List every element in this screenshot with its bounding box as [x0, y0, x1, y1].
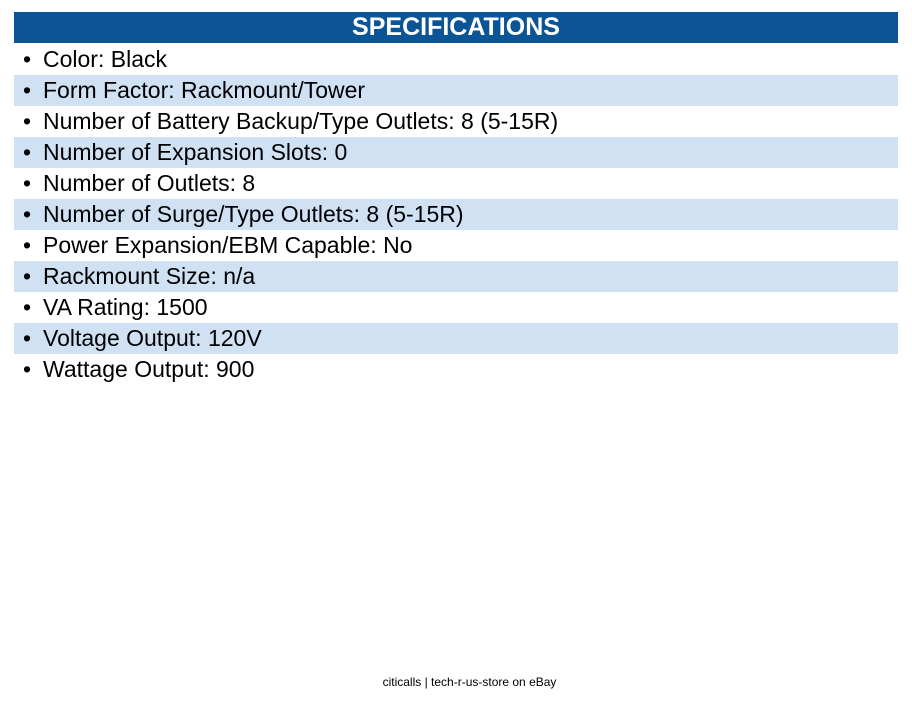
spec-text: Form Factor: Rackmount/Tower	[43, 77, 366, 103]
bullet-icon: •	[23, 77, 32, 103]
bullet-icon: •	[23, 139, 32, 165]
spec-text: Color: Black	[43, 46, 167, 72]
spec-text: VA Rating: 1500	[43, 294, 208, 320]
spec-item-surge-outlets: • Number of Surge/Type Outlets: 8 (5-15R…	[14, 199, 898, 230]
spec-text: Power Expansion/EBM Capable: No	[43, 232, 413, 258]
spec-item-color: • Color: Black	[14, 44, 898, 75]
spec-item-va-rating: • VA Rating: 1500	[14, 292, 898, 323]
bullet-icon: •	[23, 201, 32, 227]
bullet-icon: •	[23, 108, 32, 134]
spec-item-rackmount-size: • Rackmount Size: n/a	[14, 261, 898, 292]
spec-item-wattage-output: • Wattage Output: 900	[14, 354, 898, 385]
spec-item-battery-outlets: • Number of Battery Backup/Type Outlets:…	[14, 106, 898, 137]
spec-item-expansion-slots: • Number of Expansion Slots: 0	[14, 137, 898, 168]
bullet-icon: •	[23, 263, 32, 289]
spec-text: Voltage Output: 120V	[43, 325, 262, 351]
footer-credit: citicalls | tech-r-us-store on eBay	[382, 675, 557, 689]
spec-text: Number of Surge/Type Outlets: 8 (5-15R)	[43, 201, 464, 227]
spec-item-power-expansion: • Power Expansion/EBM Capable: No	[14, 230, 898, 261]
specifications-header: SPECIFICATIONS	[14, 12, 898, 43]
spec-text: Rackmount Size: n/a	[43, 263, 256, 289]
bullet-icon: •	[23, 170, 32, 196]
spec-text: Number of Outlets: 8	[43, 170, 256, 196]
spec-item-form-factor: • Form Factor: Rackmount/Tower	[14, 75, 898, 106]
spec-item-outlets: • Number of Outlets: 8	[14, 168, 898, 199]
bullet-icon: •	[23, 294, 32, 320]
bullet-icon: •	[23, 232, 32, 258]
spec-item-voltage-output: • Voltage Output: 120V	[14, 323, 898, 354]
spec-text: Number of Battery Backup/Type Outlets: 8…	[43, 108, 559, 134]
spec-list: • Color: Black • Form Factor: Rackmount/…	[14, 44, 898, 385]
spec-text: Number of Expansion Slots: 0	[43, 139, 348, 165]
bullet-icon: •	[23, 325, 32, 351]
spec-text: Wattage Output: 900	[43, 356, 255, 382]
bullet-icon: •	[23, 356, 32, 382]
bullet-icon: •	[23, 46, 32, 72]
